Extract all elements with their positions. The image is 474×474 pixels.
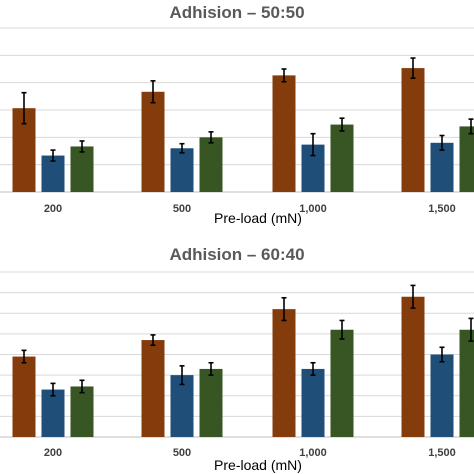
bar-blue bbox=[301, 144, 325, 192]
bar-brown bbox=[12, 356, 36, 437]
bar-green bbox=[199, 137, 223, 192]
bar-blue bbox=[41, 389, 65, 437]
x-axis-label-top: Pre-load (mN) bbox=[214, 210, 302, 226]
bar-blue bbox=[301, 368, 325, 437]
bar-green bbox=[330, 124, 354, 192]
bar-brown bbox=[12, 108, 36, 192]
bar-green bbox=[459, 329, 474, 437]
x-tick-label: 1,000 bbox=[299, 447, 327, 459]
bar-green bbox=[199, 368, 223, 437]
bar-blue bbox=[170, 148, 194, 192]
x-tick-label: 200 bbox=[44, 447, 62, 459]
bar-green bbox=[70, 386, 94, 437]
bar-blue bbox=[170, 375, 194, 437]
x-tick-label: 1,000 bbox=[299, 203, 327, 215]
bar-blue bbox=[41, 155, 65, 192]
x-tick-label: 1,500 bbox=[428, 447, 456, 459]
bar-blue bbox=[430, 354, 454, 437]
bar-brown bbox=[141, 340, 165, 437]
bar-brown bbox=[272, 309, 296, 437]
bar-green bbox=[459, 126, 474, 192]
x-tick-label: 200 bbox=[44, 203, 62, 215]
bar-green bbox=[330, 329, 354, 437]
bar-brown bbox=[401, 296, 425, 437]
chart-title-top: Adhision – 50:50 bbox=[169, 3, 304, 22]
bar-green bbox=[70, 146, 94, 192]
x-tick-label: 1,500 bbox=[428, 203, 456, 215]
chart-title-bottom: Adhision – 60:40 bbox=[169, 245, 304, 264]
bar-brown bbox=[272, 75, 296, 192]
x-tick-label: 500 bbox=[173, 447, 191, 459]
bar-brown bbox=[401, 68, 425, 192]
x-axis-label-bottom: Pre-load (mN) bbox=[214, 457, 302, 473]
x-tick-label: 500 bbox=[173, 203, 191, 215]
bar-blue bbox=[430, 142, 454, 192]
bar-brown bbox=[141, 91, 165, 192]
